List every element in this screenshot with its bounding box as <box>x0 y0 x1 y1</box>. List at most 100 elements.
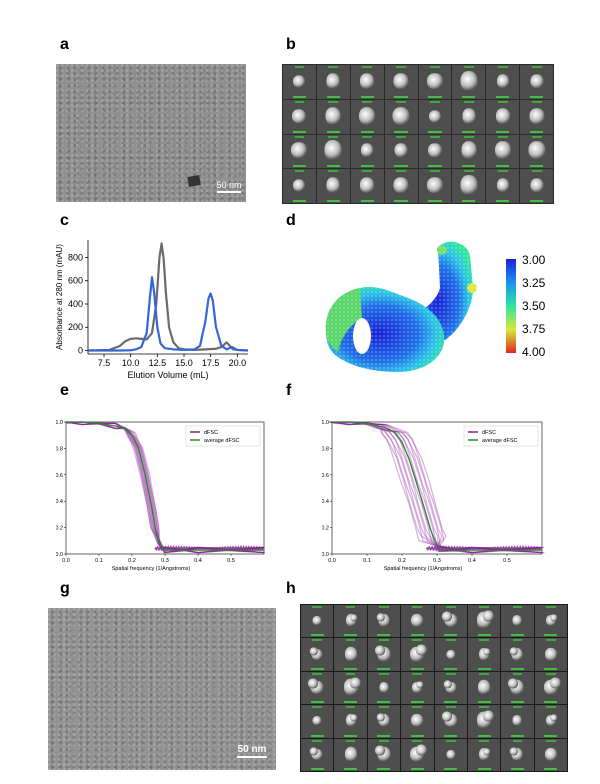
class-label-top <box>345 606 356 608</box>
class-label-bottom <box>428 95 442 98</box>
particle-blob <box>349 677 361 689</box>
class-average-tile <box>520 65 553 99</box>
class-average-tile <box>384 169 418 203</box>
panel-letter-b: b <box>286 36 296 53</box>
class-average-tile <box>520 134 553 169</box>
class-label-top <box>412 739 423 742</box>
particle-blob <box>326 177 340 194</box>
legend-box <box>463 425 539 447</box>
particle-blob <box>416 744 428 756</box>
class-label-bottom <box>360 130 374 133</box>
x-tick-label: 0.5 <box>503 558 511 564</box>
class-label-top <box>497 66 508 68</box>
class-label-bottom <box>326 200 340 202</box>
particle-blob <box>494 141 511 160</box>
y-tick-label: 0.6 <box>56 473 63 479</box>
particle-blob <box>326 73 340 90</box>
class-label-top <box>328 66 339 68</box>
class-average-tile <box>486 169 520 203</box>
class-label-top <box>545 739 556 742</box>
y-tick-label: 200 <box>68 322 83 332</box>
particle-blob <box>446 749 456 759</box>
y-tick-label: 0.0 <box>322 552 329 558</box>
class-average-tile <box>334 671 367 705</box>
legend-label-avg: average dFSC <box>204 438 239 444</box>
class-average-tile <box>418 134 452 169</box>
class-label-top <box>412 606 423 608</box>
class-label-top <box>412 672 423 675</box>
class-label-top <box>312 739 323 742</box>
density-map <box>318 226 498 386</box>
particle-blob <box>411 614 424 628</box>
class-average-tile <box>501 605 534 638</box>
class-label-bottom <box>410 634 424 637</box>
class-average-tile <box>486 99 520 134</box>
class-average-tile <box>350 134 384 169</box>
class-label-top <box>345 672 356 675</box>
scalebar-a-label: 50 nm <box>216 180 242 190</box>
micrograph-g: 50 nm <box>48 608 276 770</box>
class-label-bottom <box>344 734 358 737</box>
class-label-top <box>412 706 423 709</box>
class-label-top <box>294 170 305 173</box>
average-dfsc-curve <box>66 421 264 551</box>
particle-blob <box>443 680 452 689</box>
particle-blob <box>311 748 323 760</box>
class-average-tile <box>384 65 418 99</box>
particle-blob <box>393 73 409 90</box>
class-label-bottom <box>326 95 340 98</box>
class-average-tile <box>434 705 467 738</box>
dfsc-chart-e: 0.0 0.2 0.4 0.6 0.8 1.0 0.0 0.1 0.2 0.3 0.4 0.5 Spat… <box>56 420 265 572</box>
y-tick-label: 0.8 <box>322 446 329 452</box>
class-label-bottom <box>477 667 491 670</box>
class-average-tile <box>452 99 486 134</box>
particle-blob <box>312 616 322 626</box>
particle-blob <box>360 73 375 90</box>
class-average-tile <box>486 65 520 99</box>
dfsc-curve <box>330 421 541 554</box>
class-label-bottom <box>510 667 524 670</box>
particle-blob <box>510 747 519 756</box>
class-label-bottom <box>462 165 476 168</box>
class-label-bottom <box>326 130 340 133</box>
class-label-bottom <box>360 200 374 202</box>
legend-box <box>185 425 261 447</box>
class-label-bottom <box>477 634 491 637</box>
particle-blob <box>528 141 546 160</box>
class-average-tile <box>401 605 434 638</box>
class-average-tile <box>486 134 520 169</box>
class-label-top <box>512 706 523 709</box>
sec-chart: 0 200 400 600 800 7.5 10.0 12.5 15.0 17.5 20.0 El… <box>55 240 249 380</box>
class-label-bottom <box>394 95 408 98</box>
particle-blob <box>349 714 357 722</box>
class-label-top <box>512 672 523 675</box>
class-label-bottom <box>510 634 524 637</box>
sec-ylabel: Absorbance at 280 nm (mAU) <box>55 244 64 350</box>
class-average-tile <box>301 705 334 738</box>
y-tick-label: 0.2 <box>322 526 329 532</box>
sec-xlabel: Elution Volume (mL) <box>127 370 208 380</box>
legend-label-dfsc: dFSC <box>482 430 496 436</box>
particle-blob <box>378 714 390 728</box>
class-label-top <box>479 606 489 608</box>
class-label-bottom <box>326 165 340 168</box>
dfsc-floor-noise <box>425 545 543 553</box>
class-label-bottom <box>310 667 324 670</box>
class-label-bottom <box>410 768 424 770</box>
micrograph-grain <box>56 64 246 202</box>
particle-blob <box>544 647 557 661</box>
class-label-bottom <box>529 95 544 98</box>
x-tick-label: 0.3 <box>433 558 441 564</box>
class-label-top <box>479 706 489 709</box>
class-label-top <box>396 100 406 103</box>
class-label-top <box>328 135 339 138</box>
class-label-top <box>362 66 373 68</box>
class-label-bottom <box>360 165 374 168</box>
class-average-tile <box>334 638 367 671</box>
class-label-bottom <box>377 768 391 770</box>
class-label-bottom <box>377 667 391 670</box>
particle-blob <box>311 648 323 660</box>
average-dfsc-curve <box>332 421 542 551</box>
class-average-tile <box>350 169 384 203</box>
particle-blob <box>426 177 443 194</box>
